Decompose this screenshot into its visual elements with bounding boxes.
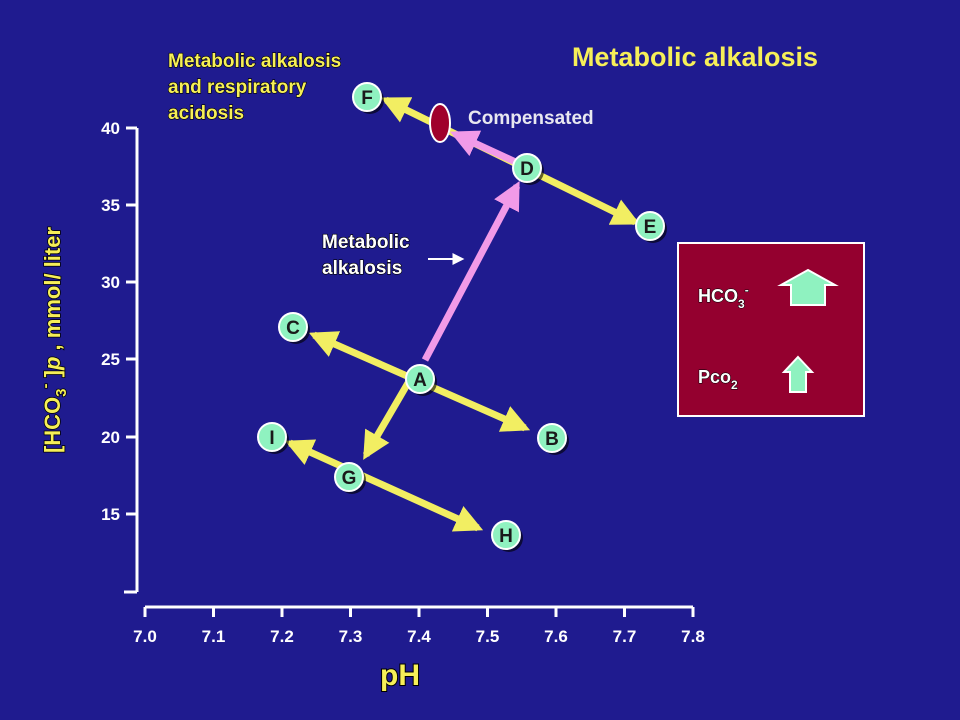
svg-text:and respiratory: and respiratory [168, 77, 307, 98]
point-i: I [257, 422, 289, 454]
x-tick-label: 7.7 [613, 627, 637, 646]
point-label: H [499, 526, 513, 547]
y-axis-label: [HCO3- ]p , mmol/ liter [37, 227, 70, 453]
x-tick-label: 7.0 [133, 627, 157, 646]
y-tick-label: 20 [101, 428, 120, 447]
line-a-to-d [421, 181, 521, 362]
point-b: B [537, 423, 569, 455]
x-tick-label: 7.3 [339, 627, 363, 646]
point-label: A [413, 370, 427, 391]
line-h-to-i [284, 439, 484, 532]
metabolic-alkalosis-label: Metabolic alkalosis [321, 231, 410, 279]
x-tick-label: 7.2 [270, 627, 294, 646]
hco3-up-arrow-icon [777, 268, 839, 306]
x-tick-label: 7.1 [202, 627, 226, 646]
legend-box: HCO3- Pco2 [677, 242, 865, 417]
pco2-up-arrow-icon [781, 355, 815, 393]
svg-text:acidosis: acidosis [168, 103, 244, 124]
point-d: D [512, 153, 544, 185]
line-a-to-g [362, 381, 412, 460]
compensated-point [429, 103, 451, 143]
y-tick-label: 25 [101, 350, 120, 369]
point-label: B [545, 429, 559, 450]
y-tick-label: 15 [101, 505, 120, 524]
point-label: C [286, 318, 300, 339]
legend-pco2: Pco2 [698, 367, 738, 392]
mixed-disorder-label: Metabolic alkalosis and respiratory acid… [167, 50, 341, 124]
compensated-label: Compensated [468, 108, 594, 129]
point-c: C [278, 312, 310, 344]
point-label: F [361, 88, 373, 109]
point-label: E [644, 217, 657, 238]
y-tick-label: 35 [101, 196, 120, 215]
x-axis-label: pH [380, 659, 420, 692]
point-h: H [491, 520, 523, 552]
legend-hco3: HCO3- [698, 283, 749, 311]
point-label: I [269, 428, 274, 449]
x-ticks: 7.0 7.1 7.2 7.3 7.4 7.5 7.6 7.7 7.8 [133, 607, 705, 646]
x-tick-label: 7.6 [544, 627, 568, 646]
y-tick-label: 30 [101, 273, 120, 292]
x-tick-label: 7.5 [476, 627, 500, 646]
point-label: G [342, 468, 357, 489]
point-f: F [352, 82, 384, 114]
line-d-to-oval [449, 130, 522, 168]
svg-text:Metabolic alkalosis: Metabolic alkalosis [168, 51, 341, 72]
svg-text:alkalosis: alkalosis [322, 258, 402, 279]
y-ticks: 40 35 30 25 20 15 [101, 119, 137, 524]
point-e: E [635, 211, 667, 243]
svg-text:Metabolic: Metabolic [322, 232, 410, 253]
y-tick-label: 40 [101, 119, 120, 138]
point-g: G [334, 462, 366, 494]
point-a: A [405, 364, 437, 396]
x-tick-label: 7.4 [407, 627, 431, 646]
point-label: D [520, 159, 534, 180]
x-tick-label: 7.8 [681, 627, 705, 646]
title: Metabolic alkalosis [572, 42, 818, 72]
points: A B C D E F G H I [257, 82, 667, 552]
lines [284, 96, 641, 532]
